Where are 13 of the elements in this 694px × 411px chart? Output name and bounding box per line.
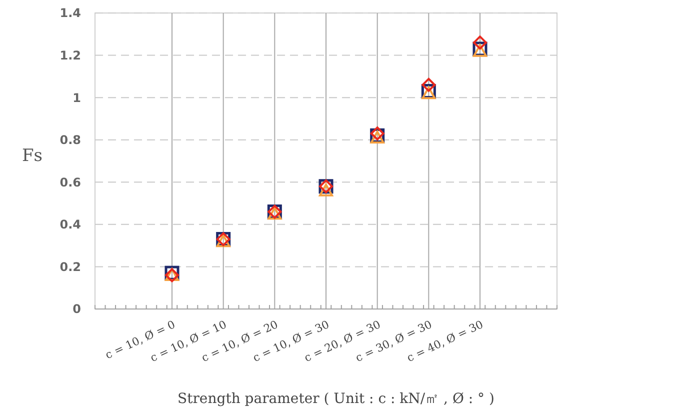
y-tick-label: 1 bbox=[72, 90, 81, 105]
y-tick-label: 1.2 bbox=[60, 48, 81, 62]
y-tick-label: 1.4 bbox=[60, 6, 81, 20]
y-tick-label: 0.8 bbox=[60, 133, 81, 148]
y-tick-label: 0 bbox=[72, 302, 81, 316]
point bbox=[473, 36, 487, 50]
y-tick-label: 0.2 bbox=[60, 260, 81, 274]
x-axis-title: Strength parameter ( Unit : c : kN/㎡ , Ø : ° ) bbox=[178, 391, 494, 407]
point bbox=[319, 184, 333, 196]
point bbox=[422, 78, 436, 92]
y-axis-title: Fs bbox=[22, 146, 43, 166]
y-tick-label: 0.6 bbox=[60, 175, 81, 190]
y-tick-label: 0.4 bbox=[60, 218, 81, 232]
